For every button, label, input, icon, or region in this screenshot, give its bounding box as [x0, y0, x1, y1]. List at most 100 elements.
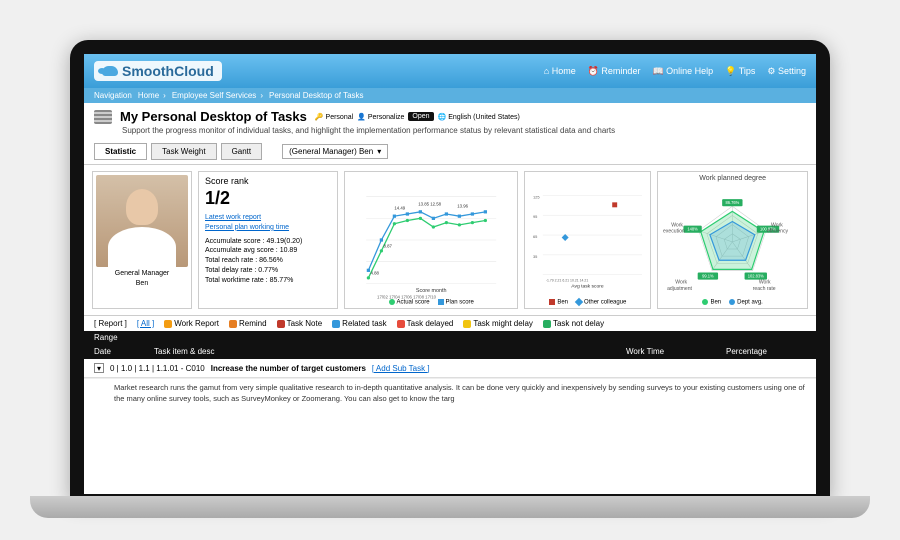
nav-setting[interactable]: ⚙ Setting — [767, 66, 806, 77]
svg-text:86.76%: 86.76% — [726, 200, 740, 205]
app-header: SmoothCloud ⌂ Home ⏰ Reminder 📖 Online H… — [84, 54, 816, 88]
svg-text:65: 65 — [533, 234, 538, 239]
svg-text:Avg task score: Avg task score — [572, 284, 605, 290]
page-badges: 🔑 Personal 👤 Personalize Open 🌐 English … — [315, 112, 520, 121]
scatter-chart: 125 95 65 35 Avg task score -1.79 2.21 6… — [524, 171, 651, 309]
svg-text:reach rate: reach rate — [753, 286, 776, 292]
report-filter-row: [ Report ] [ All ] Work Report Remind Ta… — [84, 315, 816, 331]
line-chart-legend: Actual score Plan score — [345, 299, 517, 306]
line-chart: 4.88 8.87 14.49 13.85 12.58 13.96 Score … — [344, 171, 518, 309]
tasks-icon — [94, 110, 112, 124]
th-percentage: Percentage — [726, 347, 806, 356]
stat-accum-score: Accumulate score : 49.19(0.20) — [205, 237, 331, 247]
profile-role: General Manager — [96, 270, 188, 277]
tab-row: Statistic Task Weight Gantt (General Man… — [84, 139, 816, 165]
score-stats: Accumulate score : 49.19(0.20) Accumulat… — [205, 237, 331, 286]
profile-name: Ben — [96, 280, 188, 287]
svg-text:125: 125 — [533, 194, 540, 199]
task-title: Increase the number of target customers — [211, 364, 366, 373]
page-subtitle: Support the progress monitor of individu… — [84, 126, 816, 139]
svg-text:Work: Work — [676, 280, 688, 286]
task-row: ▾ 0 | 1.0 | 1.1 | 1.1.01 - C010 Increase… — [84, 359, 816, 378]
score-rank-label: Score rank — [205, 176, 331, 186]
radar-chart: Work planned degree — [657, 171, 808, 309]
tag-not-delay[interactable]: Task not delay — [543, 319, 604, 328]
tag-related[interactable]: Related task — [332, 319, 386, 328]
report-label[interactable]: [ Report ] — [94, 319, 127, 328]
svg-text:13.85 12.58: 13.85 12.58 — [418, 201, 441, 206]
tab-statistic[interactable]: Statistic — [94, 143, 147, 160]
avatar — [96, 175, 188, 267]
report-all[interactable]: [ All ] — [137, 319, 154, 328]
selector-value: (General Manager) Ben — [289, 147, 373, 156]
badge-personalize[interactable]: 👤 Personalize — [357, 113, 404, 121]
stat-reach-rate: Total reach rate : 86.56% — [205, 256, 331, 266]
badge-open[interactable]: Open — [408, 112, 433, 121]
cloud-icon — [102, 66, 118, 76]
svg-text:Work: Work — [771, 223, 783, 229]
link-plan-time[interactable]: Personal plan working time — [205, 223, 331, 233]
expand-toggle[interactable]: ▾ — [94, 363, 104, 373]
tab-weight[interactable]: Task Weight — [151, 143, 216, 160]
page-title-row: My Personal Desktop of Tasks 🔑 Personal … — [84, 103, 816, 126]
badge-lang[interactable]: 🌐 English (United States) — [438, 113, 520, 121]
th-task: Task item & desc — [154, 347, 606, 356]
svg-text:Score month: Score month — [416, 288, 447, 294]
nav-reminder[interactable]: ⏰ Reminder — [588, 66, 641, 77]
brand-logo[interactable]: SmoothCloud — [94, 61, 222, 81]
svg-text:99.1%: 99.1% — [702, 274, 714, 279]
svg-text:adjustment: adjustment — [667, 286, 692, 292]
tag-remind[interactable]: Remind — [229, 319, 267, 328]
score-rank: 1/2 — [205, 188, 331, 209]
svg-text:-1.79 2.21 6.21 10.21 14.21: -1.79 2.21 6.21 10.21 14.21 — [546, 279, 589, 283]
th-worktime: Work Time — [626, 347, 706, 356]
chevron-down-icon: ▾ — [377, 147, 381, 156]
badge-personal[interactable]: 🔑 Personal — [315, 113, 353, 121]
svg-text:execution: execution — [663, 229, 685, 235]
nav-tips[interactable]: 💡 Tips — [725, 66, 755, 77]
breadcrumb-home[interactable]: Home — [138, 91, 166, 100]
svg-text:4.88: 4.88 — [371, 271, 380, 276]
svg-text:14.49: 14.49 — [394, 206, 405, 211]
radar-chart-legend: Ben Dept avg. — [658, 299, 807, 306]
dashboard: General Manager Ben Score rank 1/2 Lates… — [84, 165, 816, 315]
svg-text:35: 35 — [533, 254, 538, 259]
nav-home[interactable]: ⌂ Home — [544, 66, 576, 77]
task-description: Market research runs the gamut from very… — [84, 378, 816, 408]
tag-might-delay[interactable]: Task might delay — [463, 319, 533, 328]
link-latest-report[interactable]: Latest work report — [205, 213, 331, 223]
table-header: Date Task item & desc Work Time Percenta… — [84, 344, 816, 359]
svg-text:Work: Work — [672, 223, 684, 229]
scatter-chart-legend: Ben Other colleague — [525, 299, 650, 306]
brand-name: SmoothCloud — [122, 63, 214, 79]
task-path: 0 | 1.0 | 1.1 | 1.1.01 - C010 — [110, 364, 205, 373]
tag-task-note[interactable]: Task Note — [277, 319, 323, 328]
tag-delayed[interactable]: Task delayed — [397, 319, 454, 328]
person-selector[interactable]: (General Manager) Ben ▾ — [282, 144, 388, 159]
svg-text:95: 95 — [533, 214, 538, 219]
score-card: Score rank 1/2 Latest work report Person… — [198, 171, 338, 309]
svg-text:102.83%: 102.83% — [748, 274, 764, 279]
breadcrumb-ess[interactable]: Employee Self Services — [172, 91, 263, 100]
svg-text:efficiency: efficiency — [767, 229, 789, 235]
svg-text:13.96: 13.96 — [457, 204, 468, 209]
breadcrumb-nav: Navigation — [94, 91, 132, 100]
add-sub-task[interactable]: [ Add Sub Task ] — [372, 364, 430, 373]
tag-work-report[interactable]: Work Report — [164, 319, 219, 328]
th-date: Date — [94, 347, 134, 356]
nav-help[interactable]: 📖 Online Help — [652, 66, 713, 77]
svg-text:8.87: 8.87 — [384, 244, 393, 249]
profile-card: General Manager Ben — [92, 171, 192, 309]
stat-delay-rate: Total delay rate : 0.77% — [205, 266, 331, 276]
stat-avg-score: Accumulate avg score : 10.89 — [205, 246, 331, 256]
page-title: My Personal Desktop of Tasks — [120, 109, 307, 124]
svg-text:148%: 148% — [688, 227, 699, 232]
range-row: Range — [84, 331, 816, 344]
radar-title: Work planned degree — [661, 175, 804, 182]
breadcrumb: Navigation Home Employee Self Services P… — [84, 88, 816, 103]
tab-gantt[interactable]: Gantt — [221, 143, 263, 160]
header-nav: ⌂ Home ⏰ Reminder 📖 Online Help 💡 Tips ⚙… — [544, 66, 806, 77]
stat-worktime-rate: Total worktime rate : 85.77% — [205, 276, 331, 286]
svg-text:Work: Work — [759, 280, 771, 286]
breadcrumb-page[interactable]: Personal Desktop of Tasks — [269, 91, 364, 100]
